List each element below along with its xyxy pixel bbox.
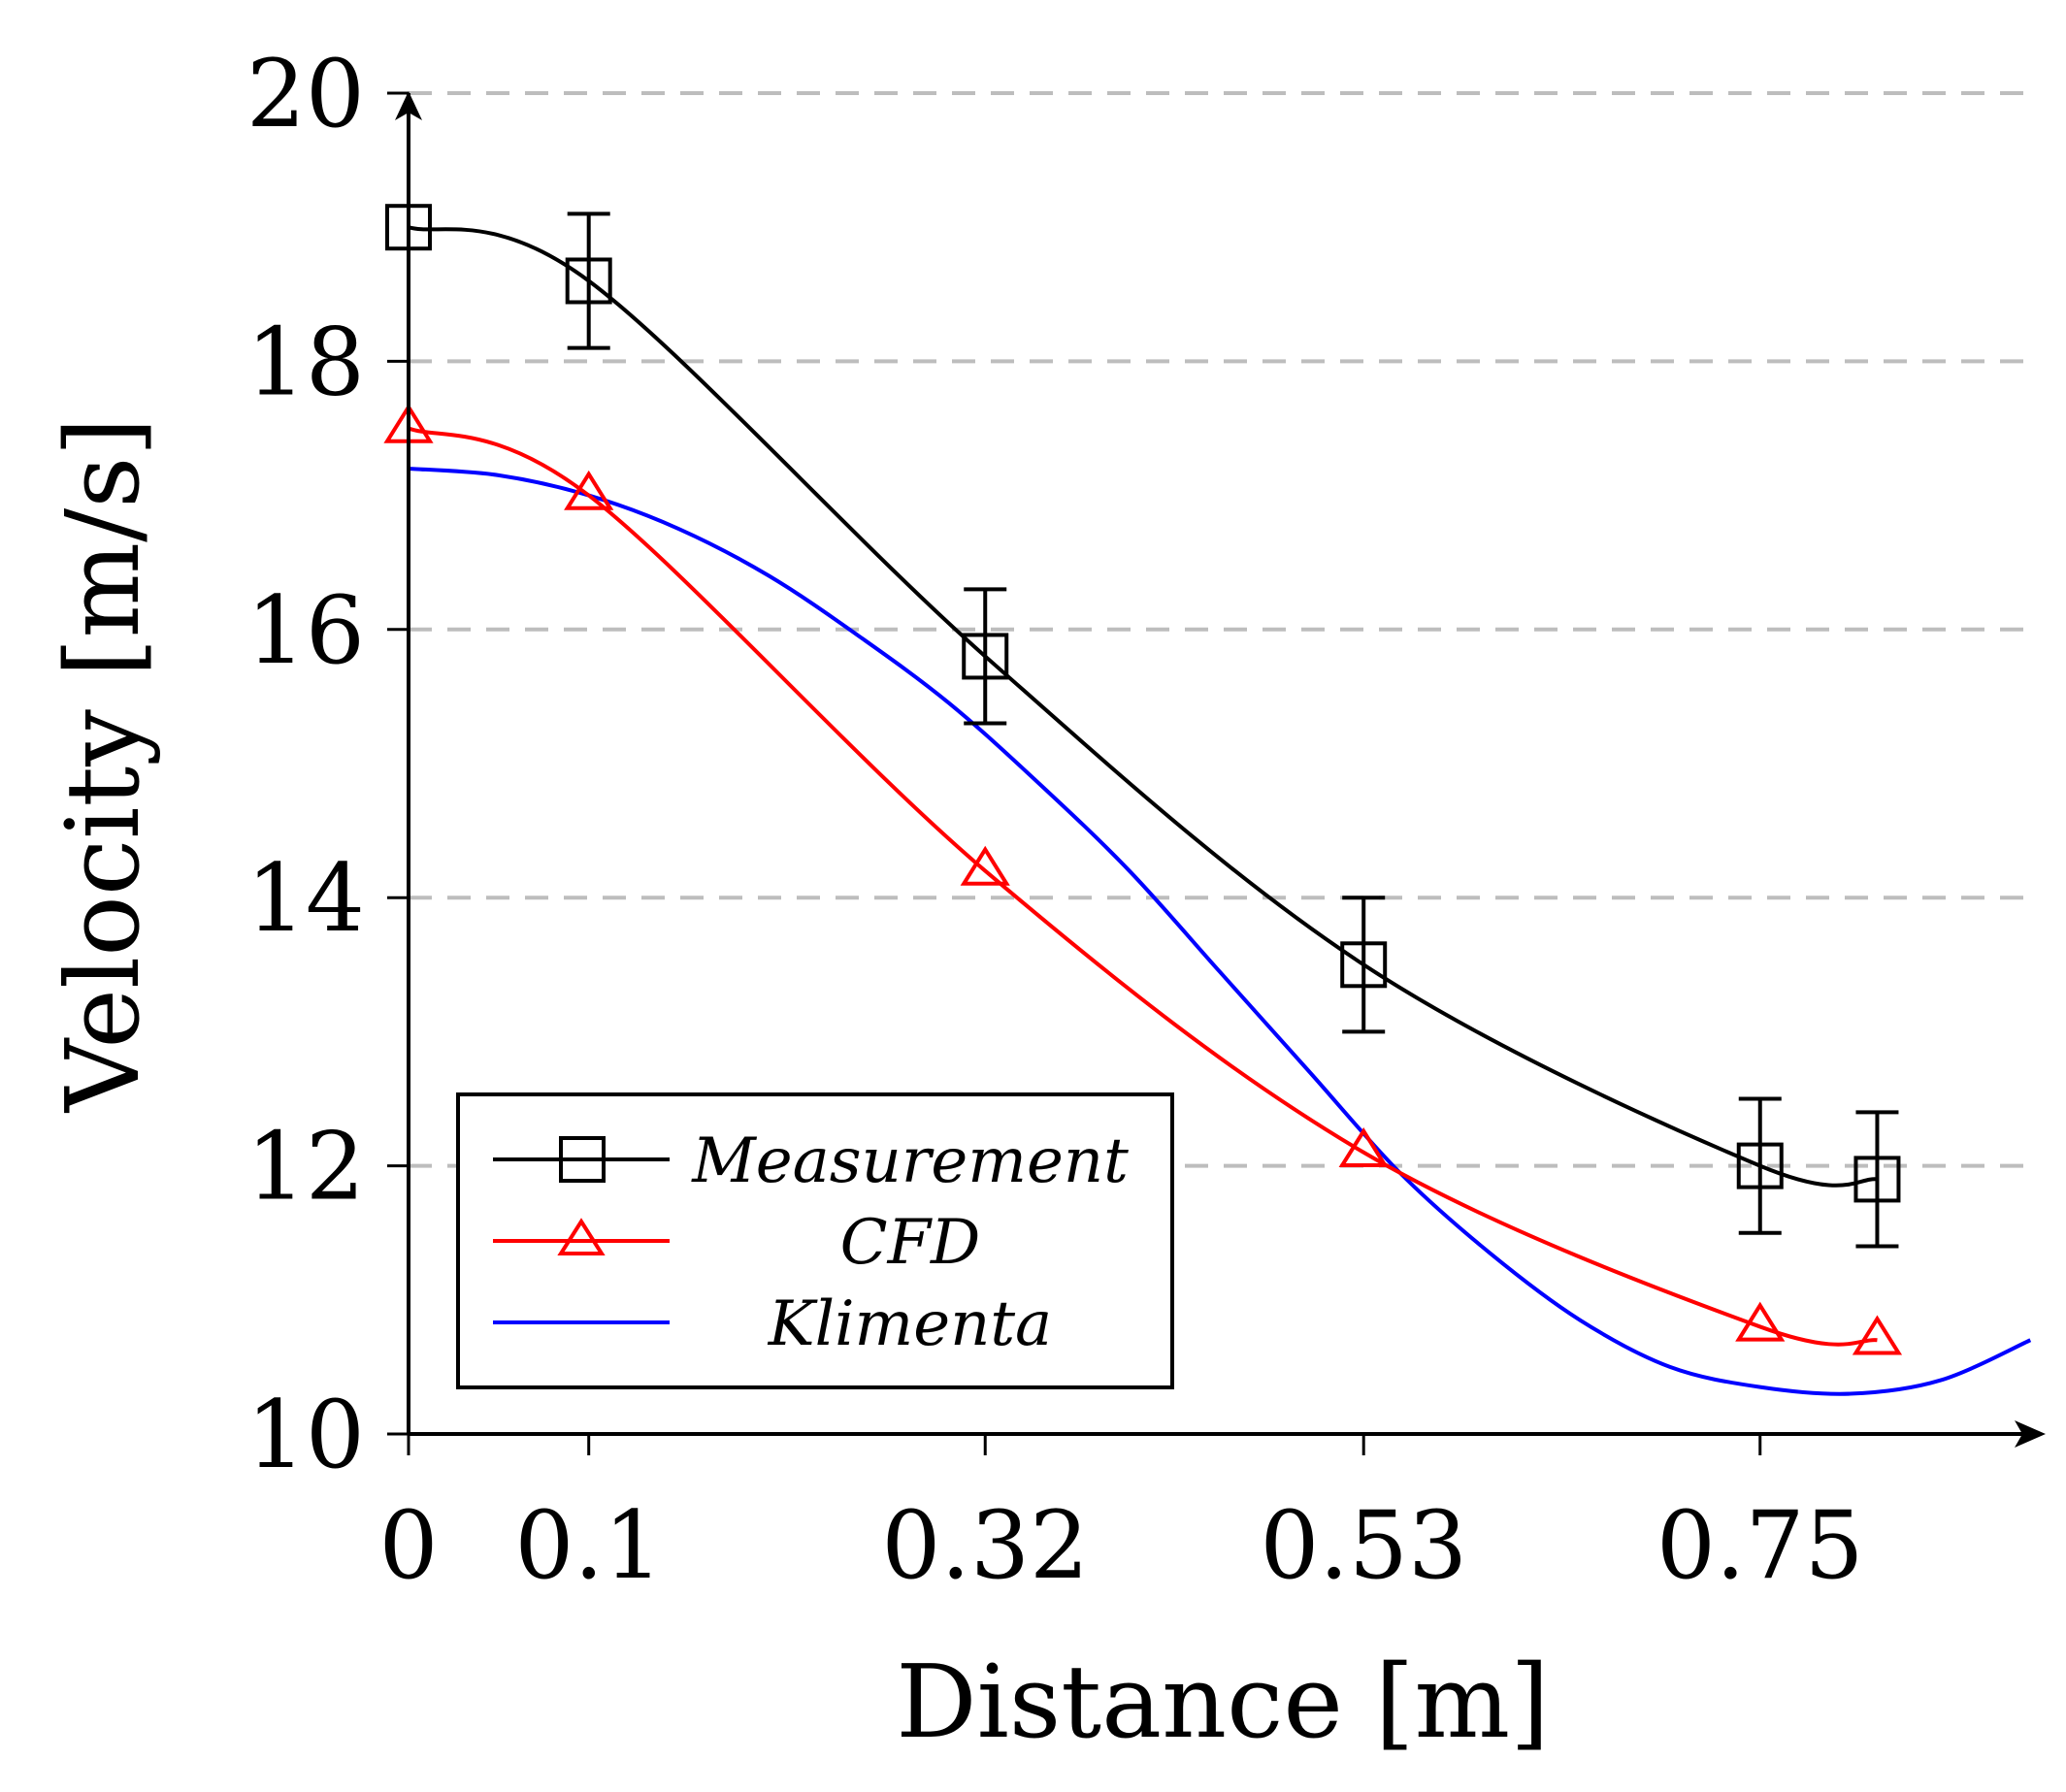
x-axis-title: Distance [m] xyxy=(896,1643,1549,1761)
y-axis-arrow xyxy=(395,91,422,120)
y-tick-label-10: 10 xyxy=(246,1381,365,1489)
x-tick-label-0.32: 0.32 xyxy=(881,1491,1089,1600)
x-tick-label-0.1: 0.1 xyxy=(514,1491,663,1600)
y-tick-label-16: 16 xyxy=(246,576,365,685)
series-measurement-line xyxy=(408,225,1878,1188)
axes xyxy=(395,91,2046,1448)
cfd-point-3 xyxy=(1338,1127,1389,1167)
measurement-point-4 xyxy=(1736,1142,1784,1189)
x-tick-label-0: 0 xyxy=(378,1491,438,1600)
measurement-point-2 xyxy=(962,633,1009,680)
grid-lines xyxy=(409,91,2038,1168)
y-tick-label-12: 12 xyxy=(246,1113,365,1222)
legend-measurement-marker xyxy=(559,1136,606,1183)
cfd-point-4 xyxy=(1735,1301,1786,1342)
y-tick-label-18: 18 xyxy=(246,308,365,416)
legend-cfd-label: CFD xyxy=(840,1207,981,1279)
y-axis-title: Velocity [m/s] xyxy=(44,417,162,1114)
series-layer xyxy=(383,204,2032,1396)
legend-klimenta-label: Klimenta xyxy=(768,1288,1052,1360)
measurement-point-3 xyxy=(1340,941,1388,989)
x-tick-label-0.75: 0.75 xyxy=(1656,1491,1864,1600)
legend: Measurement CFD Klimenta xyxy=(456,1092,1174,1389)
measurement-point-5 xyxy=(1853,1156,1901,1203)
y-tick-label-20: 20 xyxy=(246,40,365,148)
legend-cfd-marker xyxy=(557,1218,606,1255)
series-klimenta-line xyxy=(408,466,2032,1396)
cfd-point-1 xyxy=(564,470,614,510)
legend-measurement-label: Measurement xyxy=(691,1125,1129,1197)
cfd-point-5 xyxy=(1852,1315,1903,1355)
tick-labels: 10 12 14 16 18 20 0 0.1 0.32 0.53 0.75 xyxy=(246,40,1864,1600)
x-axis-arrow xyxy=(2015,1420,2046,1448)
series-cfd-line xyxy=(408,426,1878,1347)
measurement-point-1 xyxy=(565,257,612,305)
y-tick-label-14: 14 xyxy=(246,844,365,953)
cfd-point-2 xyxy=(960,845,1010,886)
x-tick-label-0.53: 0.53 xyxy=(1260,1491,1467,1600)
